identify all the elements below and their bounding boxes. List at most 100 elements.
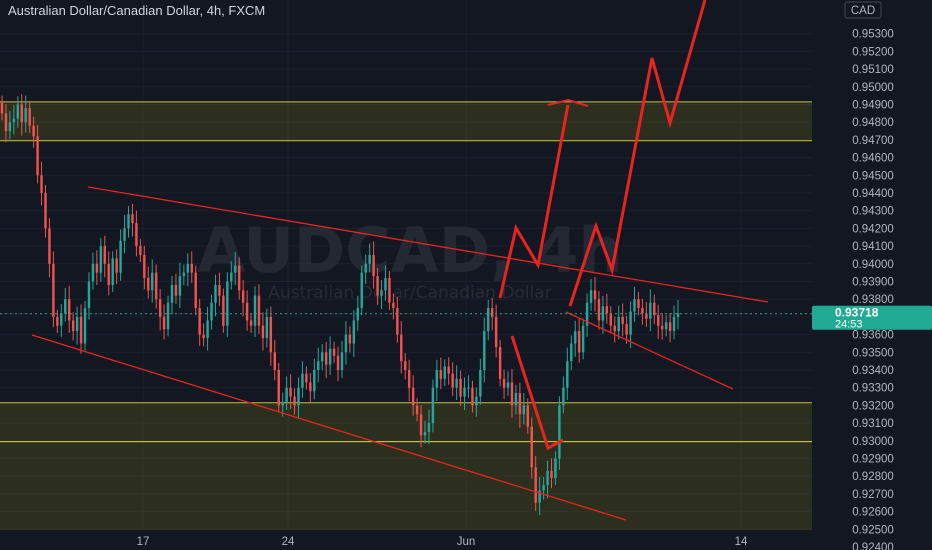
x-tick-label: 24 <box>282 536 295 548</box>
candle <box>245 290 249 331</box>
candle-body <box>621 316 624 324</box>
candle-body <box>419 414 423 436</box>
candle-body <box>427 423 431 432</box>
candle-body <box>237 265 241 291</box>
candle-body <box>4 113 8 132</box>
candle-body <box>550 470 553 478</box>
candle <box>222 288 225 333</box>
candle-body <box>459 378 462 397</box>
candle <box>139 239 142 263</box>
candle-body <box>613 325 616 332</box>
candle <box>384 265 387 301</box>
candle <box>447 357 450 385</box>
candle-body <box>570 343 573 362</box>
candle-body <box>664 322 668 330</box>
y-tick-label: 0.92600 <box>852 507 894 519</box>
candle <box>479 358 482 405</box>
candle-body <box>554 458 557 478</box>
candle-body <box>372 254 375 277</box>
candle-body <box>194 272 197 309</box>
candle <box>261 312 265 351</box>
candle <box>490 297 494 331</box>
candle <box>249 313 253 333</box>
flag-lower-line <box>565 311 734 390</box>
candle <box>364 254 367 284</box>
candle-body <box>585 302 589 326</box>
candle-body <box>483 331 486 370</box>
candle <box>83 300 87 351</box>
candle <box>305 366 308 390</box>
candle-body <box>388 277 391 303</box>
candle <box>95 250 99 286</box>
candle <box>111 251 114 293</box>
time-axis[interactable]: 17 24 Jun 14 <box>0 530 812 550</box>
candle-body <box>135 223 138 247</box>
candle-body <box>364 263 367 273</box>
candle <box>487 299 490 341</box>
candle-body <box>475 396 478 406</box>
candle-body <box>36 136 39 176</box>
candle-body <box>538 490 541 503</box>
price-axis[interactable]: 0.95300 0.95200 0.95100 0.95000 0.94900 0.948… <box>812 0 932 550</box>
candle-body <box>273 352 276 370</box>
candle-body <box>143 254 146 278</box>
candle-body <box>490 308 494 317</box>
candle <box>103 235 107 278</box>
candle-body <box>625 323 628 335</box>
candle-body <box>558 405 561 459</box>
candle-body <box>107 263 110 286</box>
candle <box>12 105 16 135</box>
candle <box>123 214 126 254</box>
candle <box>119 229 122 281</box>
candle <box>483 317 486 383</box>
candle-body <box>210 302 213 321</box>
candle-body <box>127 214 130 229</box>
candle-body <box>494 316 498 347</box>
candle-body <box>8 122 12 132</box>
candle-body <box>75 316 79 332</box>
candle-body <box>573 331 577 344</box>
candle-body <box>479 370 482 397</box>
candle-body <box>566 361 569 388</box>
candle-body <box>597 299 601 321</box>
candle-body <box>87 281 91 309</box>
candle-body <box>348 334 352 344</box>
candle <box>439 357 443 390</box>
candle-body <box>289 387 292 397</box>
candle <box>629 301 632 349</box>
candle <box>324 342 328 379</box>
candle <box>253 286 257 338</box>
y-tick-label: 0.95200 <box>852 46 894 58</box>
candle-body <box>581 325 585 353</box>
candle-body <box>510 382 514 406</box>
candle-body <box>99 246 103 273</box>
candle-body <box>91 263 95 282</box>
candle-body <box>12 118 16 123</box>
zone <box>0 402 812 442</box>
candle-body <box>60 313 63 326</box>
candle-body <box>206 320 209 339</box>
candle-body <box>546 470 549 486</box>
candle <box>463 377 466 411</box>
candle-body <box>376 276 379 296</box>
candle <box>514 384 518 415</box>
y-tick-label: 0.93200 <box>852 400 894 412</box>
candle-body <box>447 366 450 374</box>
candle <box>435 359 439 402</box>
candle <box>131 203 134 237</box>
y-tick-label: 0.93100 <box>852 418 894 430</box>
candle-body <box>265 316 269 339</box>
candle <box>396 296 399 343</box>
candle <box>660 313 664 340</box>
candle-body <box>593 290 597 300</box>
candle-body <box>368 254 371 264</box>
candle-body <box>139 246 142 255</box>
candle-body <box>332 348 336 356</box>
candle <box>194 265 197 316</box>
candle <box>443 359 446 386</box>
candle-body <box>336 355 340 370</box>
candle <box>423 420 427 444</box>
candle-body <box>190 263 193 273</box>
